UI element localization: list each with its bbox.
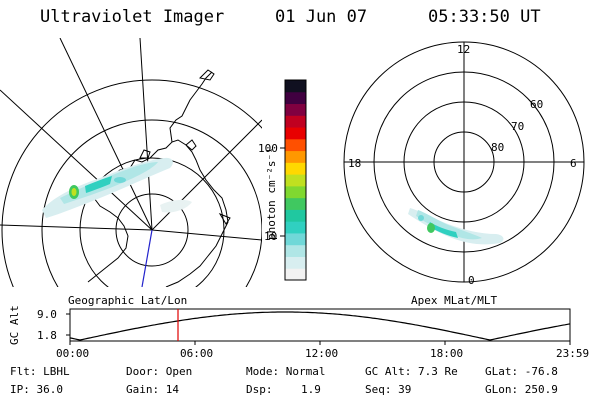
- instrument-title: Ultraviolet Imager: [40, 7, 225, 27]
- mlt-label-12: 12: [457, 43, 471, 56]
- info-gain: Gain: 14: [126, 383, 179, 396]
- colorbar-segment: [285, 221, 306, 234]
- info-filter: Flt: LBHL: [10, 365, 70, 378]
- coastline: [139, 149, 151, 159]
- info-glat: GLat: -76.8: [485, 365, 558, 378]
- info-dsp-label: Dsp:: [246, 383, 273, 396]
- coastline: [109, 139, 229, 287]
- coastline: [218, 212, 231, 225]
- colorbar-segment: [285, 197, 306, 210]
- mlt-label-6: 6: [570, 157, 577, 170]
- timeline-y-tick-top: 9.0: [37, 308, 57, 321]
- timeline-x-tick: 23:59: [556, 347, 590, 360]
- geographic-map: [0, 38, 262, 287]
- info-door: Door: Open: [126, 365, 193, 378]
- colorbar-segment: [285, 209, 306, 222]
- colorbar-segment: [285, 115, 306, 128]
- mlt-label-18: 18: [348, 157, 362, 170]
- info-glon: GLon: 250.9: [485, 383, 558, 396]
- info-gc-alt: GC Alt: 7.3 Re: [365, 365, 458, 378]
- colorbar-segment: [285, 256, 306, 269]
- timeline-x-tick: 18:00: [430, 347, 464, 360]
- colorbar-segment: [285, 268, 306, 281]
- info-dsp-value: 1.9: [301, 383, 321, 396]
- magnetic-polar-plot: [343, 41, 585, 283]
- colorbar-segment: [285, 232, 306, 246]
- colorbar-segment: [285, 174, 306, 187]
- colorbar-tick-100: 100: [258, 142, 278, 155]
- timeline-x-tick: 12:00: [305, 347, 339, 360]
- timeline-y-tick-bottom: 1.8: [37, 329, 57, 342]
- geographic-map-caption: Geographic Lat/Lon: [68, 294, 188, 307]
- aurora-emission-left: [42, 157, 192, 218]
- colorbar-segment: [285, 127, 306, 140]
- date-label: 01 Jun 07: [275, 7, 368, 27]
- colorbar-segment: [285, 103, 306, 116]
- colorbar-segment: [285, 185, 306, 199]
- aurora-emission-right: [408, 208, 504, 245]
- colorbar-segment: [285, 162, 306, 175]
- mlat-label-70: 70: [511, 120, 525, 133]
- timeline-x-tick: 06:00: [180, 347, 214, 360]
- info-mode: Mode: Normal: [246, 365, 326, 378]
- mlat-label-60: 60: [530, 98, 544, 111]
- info-ip: IP: 36.0: [10, 383, 63, 396]
- colorbar-segment: [285, 150, 306, 163]
- colorbar-segment: [285, 80, 306, 93]
- timeline-x-tick: 00:00: [56, 347, 90, 360]
- timeline-axis-label: GC Alt: [8, 305, 21, 345]
- colorbar-segment: [285, 244, 306, 257]
- mlt-label-0: 0: [468, 274, 475, 287]
- colorbar-segment: [285, 138, 306, 152]
- coastline: [169, 71, 213, 143]
- colorbar: [280, 79, 307, 281]
- mlat-label-80: 80: [491, 141, 505, 154]
- info-seq: Seq: 39: [365, 383, 412, 396]
- time-label: 05:33:50 UT: [428, 7, 541, 27]
- magnetic-map-caption: Apex MLat/MLT: [411, 294, 498, 307]
- colorbar-segment: [285, 91, 306, 105]
- colorbar-unit-label: photon cm⁻²s⁻¹: [265, 147, 278, 240]
- colorbar-tick-10: 10: [264, 230, 278, 243]
- coastline: [198, 69, 215, 81]
- altitude-timeline: [66, 308, 571, 345]
- coastline: [185, 139, 197, 151]
